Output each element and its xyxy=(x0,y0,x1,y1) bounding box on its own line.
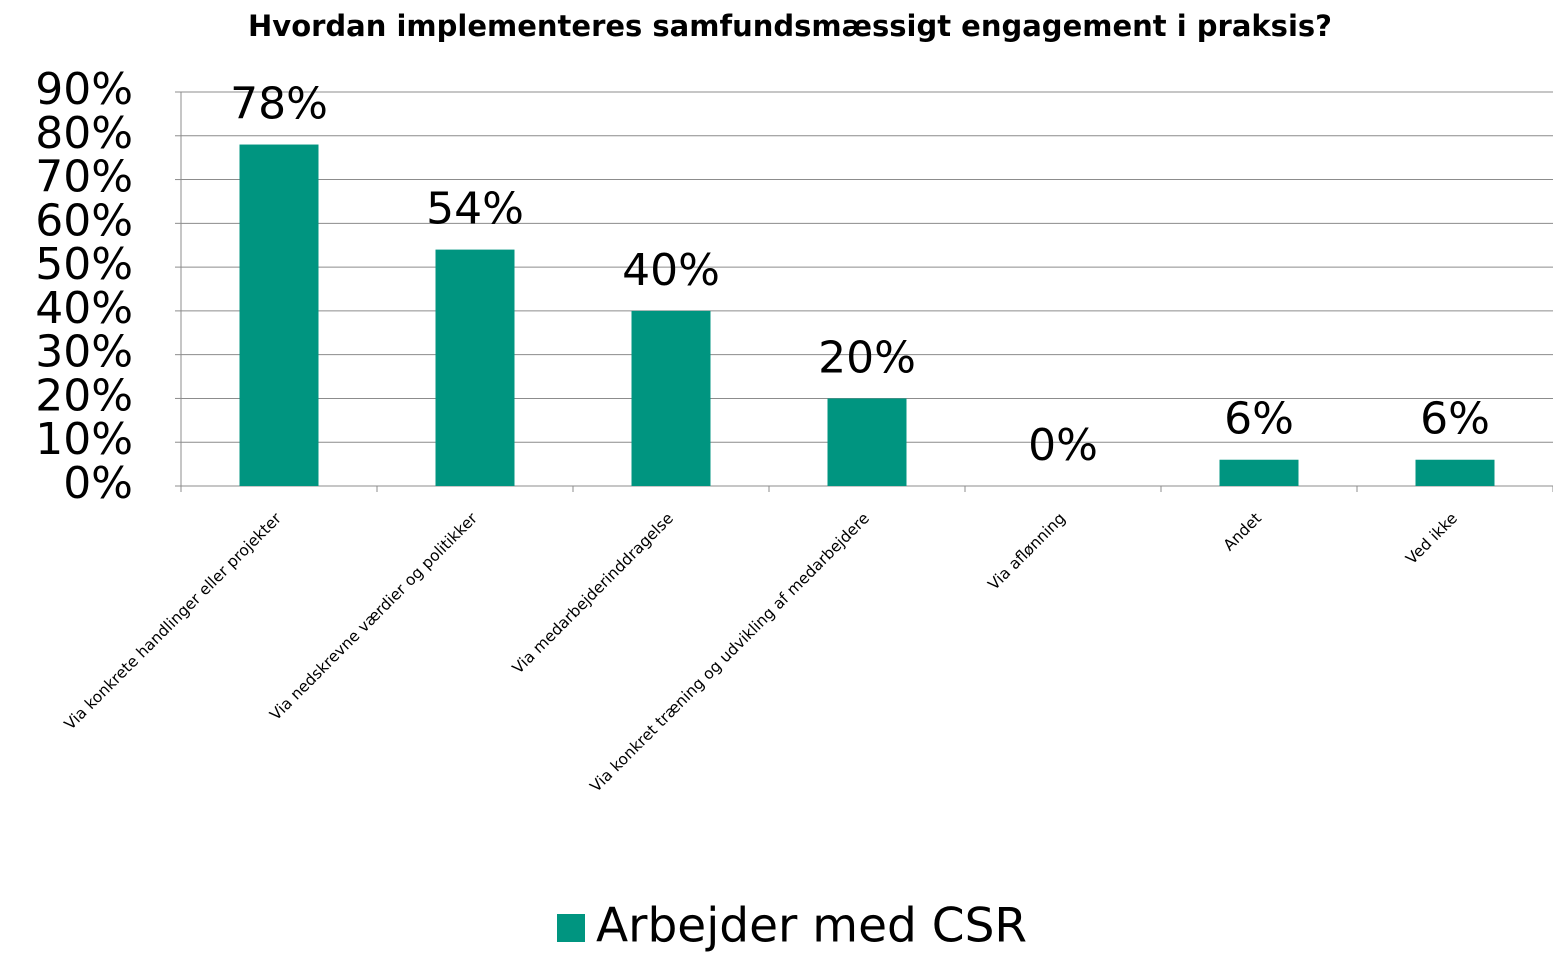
y-tick-label: 70% xyxy=(35,152,133,203)
y-tick-label: 80% xyxy=(35,108,133,159)
bar xyxy=(1415,459,1495,486)
y-tick-label: 10% xyxy=(35,414,133,465)
y-tick-label: 20% xyxy=(35,370,133,421)
y-tick-label: 0% xyxy=(63,458,133,509)
bar xyxy=(827,398,907,486)
data-label: 6% xyxy=(1420,394,1490,445)
bar xyxy=(239,144,319,487)
y-tick-label: 50% xyxy=(35,239,133,290)
bar xyxy=(1219,459,1299,486)
bar xyxy=(435,249,515,486)
legend-swatch xyxy=(557,914,585,942)
y-tick-label: 40% xyxy=(35,283,133,334)
data-label: 0% xyxy=(1028,420,1098,471)
data-label: 20% xyxy=(818,332,916,383)
data-label: 40% xyxy=(622,245,720,296)
data-label: 78% xyxy=(230,79,328,130)
data-label: 54% xyxy=(426,184,524,235)
data-label: 6% xyxy=(1224,394,1294,445)
bar xyxy=(631,310,711,486)
y-tick-label: 30% xyxy=(35,327,133,378)
chart-title: Hvordan implementeres samfundsmæssigt en… xyxy=(248,9,1332,43)
y-tick-label: 60% xyxy=(35,195,133,246)
y-tick-label: 90% xyxy=(35,64,133,115)
legend-label: Arbejder med CSR xyxy=(596,899,1027,953)
